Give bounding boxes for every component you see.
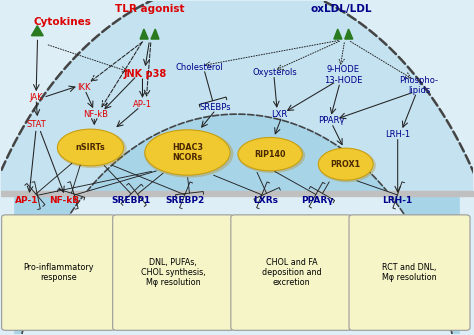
Text: TLR agonist: TLR agonist xyxy=(115,4,184,14)
Text: 13-HODE: 13-HODE xyxy=(324,76,363,85)
Text: NF-kB: NF-kB xyxy=(49,196,80,205)
Text: oxLDL/LDL: oxLDL/LDL xyxy=(310,4,372,14)
Text: CHOL and FA
deposition and
excretion: CHOL and FA deposition and excretion xyxy=(262,258,321,287)
Text: LRH-1: LRH-1 xyxy=(385,130,410,139)
Text: SREBP2: SREBP2 xyxy=(165,196,205,205)
Text: STAT: STAT xyxy=(26,120,46,129)
Text: Cytokines: Cytokines xyxy=(34,17,91,27)
Ellipse shape xyxy=(145,130,230,175)
Ellipse shape xyxy=(319,149,376,182)
Text: PPARγ: PPARγ xyxy=(319,116,345,125)
Ellipse shape xyxy=(238,138,305,173)
Polygon shape xyxy=(140,29,148,39)
Text: nSIRTs: nSIRTs xyxy=(76,143,105,152)
Text: lipids: lipids xyxy=(408,86,430,95)
Text: AP-1: AP-1 xyxy=(15,196,38,205)
Text: PPARγ: PPARγ xyxy=(301,196,334,205)
Text: Cholesterol: Cholesterol xyxy=(175,63,223,72)
FancyBboxPatch shape xyxy=(113,215,234,330)
Text: RIP140: RIP140 xyxy=(255,150,286,159)
Text: LRH-1: LRH-1 xyxy=(383,196,413,205)
Text: IKK: IKK xyxy=(77,83,90,92)
Text: LXR: LXR xyxy=(272,110,288,119)
Text: Phospho-: Phospho- xyxy=(400,76,438,85)
Polygon shape xyxy=(151,29,159,39)
Ellipse shape xyxy=(144,130,234,178)
Text: NF-kB: NF-kB xyxy=(83,110,108,119)
Text: Oxysterols: Oxysterols xyxy=(253,68,297,77)
Polygon shape xyxy=(334,29,342,39)
Ellipse shape xyxy=(57,130,127,168)
Text: RCT and DNL,
Mφ resolution: RCT and DNL, Mφ resolution xyxy=(382,263,437,282)
Text: DNL, PUFAs,
CHOL synthesis,
Mφ resolution: DNL, PUFAs, CHOL synthesis, Mφ resolutio… xyxy=(141,258,206,287)
Text: 9-HODE: 9-HODE xyxy=(327,65,360,74)
Text: JAK: JAK xyxy=(29,93,43,102)
Text: HDAC3
NCORs: HDAC3 NCORs xyxy=(172,143,203,162)
Ellipse shape xyxy=(318,148,373,180)
Ellipse shape xyxy=(238,137,302,171)
FancyBboxPatch shape xyxy=(1,215,116,330)
Text: SREBP1: SREBP1 xyxy=(111,196,150,205)
Ellipse shape xyxy=(57,129,124,166)
Polygon shape xyxy=(15,114,459,335)
Text: PROX1: PROX1 xyxy=(331,160,361,169)
Polygon shape xyxy=(345,29,353,39)
Text: JNK p38: JNK p38 xyxy=(123,69,166,79)
FancyBboxPatch shape xyxy=(349,215,470,330)
Text: Pro-inflammatory
response: Pro-inflammatory response xyxy=(23,263,94,282)
Text: AP-1: AP-1 xyxy=(133,99,152,109)
FancyBboxPatch shape xyxy=(231,215,352,330)
Text: SREBPs: SREBPs xyxy=(200,103,231,112)
Text: LXRs: LXRs xyxy=(253,196,278,205)
Polygon shape xyxy=(31,26,43,36)
